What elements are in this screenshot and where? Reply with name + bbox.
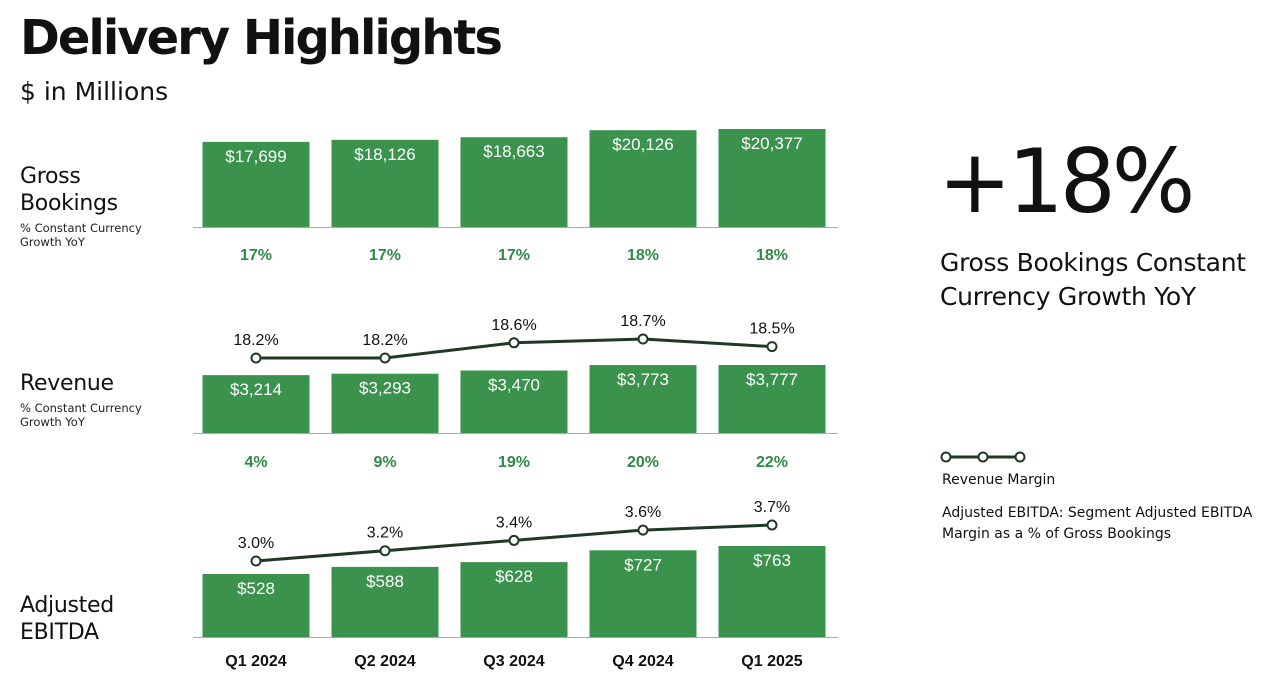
ebitda-margin-point	[379, 545, 391, 557]
ebitda-bar-value-label: $588	[366, 572, 404, 591]
ebitda-bar	[718, 546, 826, 637]
revenue-bar	[589, 365, 697, 433]
ebitda-bar	[331, 566, 439, 637]
gross-bookings-growth-label: 18%	[756, 247, 788, 264]
revenue-bar-value-label: $3,470	[488, 376, 540, 395]
revenue-margin-label: 18.2%	[362, 332, 407, 349]
legend-label: Revenue Margin	[942, 472, 1056, 488]
gross-bookings-bar	[718, 129, 826, 227]
ebitda-bar-value-label: $528	[237, 579, 275, 598]
gross-bookings-bar-value-label: $20,377	[741, 134, 802, 153]
revenue-margin-label: 18.7%	[620, 313, 665, 330]
revenue-growth-label: 19%	[498, 454, 530, 471]
revenue-name-line1: Revenue	[20, 371, 114, 396]
ebitda-name-line1: Adjusted	[20, 593, 114, 618]
revenue-bar	[718, 365, 826, 433]
ebitda-margin-label: 3.0%	[238, 535, 274, 552]
ebitda-bar	[589, 550, 697, 637]
revenue-margin-legend-swatch	[940, 451, 1026, 463]
gross-bookings-growth-caption: Gross Bookings Constant Currency Growth …	[940, 248, 1246, 311]
ebitda-margin-label: 3.6%	[625, 504, 661, 521]
revenue-margin-point	[766, 341, 778, 353]
gross-bookings-name-line2: Bookings	[20, 191, 118, 216]
gross-bookings-growth-label: 17%	[369, 247, 401, 264]
revenue-growth-label: 20%	[627, 454, 659, 471]
ebitda-margin-point	[250, 555, 262, 567]
ebitda-name-line2: EBITDA	[20, 620, 99, 645]
ebitda-bar	[202, 574, 310, 637]
ebitda-row-label: Adjusted EBITDA	[20, 592, 114, 646]
ebitda-margin-point	[508, 534, 520, 546]
revenue-sub-line2: Growth YoY	[20, 415, 85, 429]
revenue-bar	[202, 375, 310, 433]
revenue-sub-line1: % Constant Currency	[20, 401, 142, 415]
page-subtitle: $ in Millions	[20, 77, 169, 106]
x-axis-tick-label: Q4 2024	[612, 653, 673, 670]
revenue-bar	[331, 373, 439, 433]
x-axis-tick-label: Q2 2024	[354, 653, 415, 670]
ebitda-bar-value-label: $763	[753, 551, 791, 570]
x-axis-tick-label: Q1 2025	[741, 653, 802, 670]
revenue-bar-value-label: $3,773	[617, 370, 669, 389]
ebitda-bar	[460, 562, 568, 637]
gross-bookings-bar-value-label: $17,699	[225, 147, 286, 166]
gross-bookings-growth-label: 17%	[240, 247, 272, 264]
revenue-margin-point	[637, 333, 649, 345]
ebitda-bar-value-label: $727	[624, 555, 662, 574]
gross-bookings-growth-label: 17%	[498, 247, 530, 264]
legend-dot	[1014, 451, 1026, 463]
ebitda-footnote: Adjusted EBITDA: Segment Adjusted EBITDA…	[942, 505, 1253, 542]
gross-bookings-bar-value-label: $20,126	[612, 135, 673, 154]
ebitda-margin-label: 3.4%	[496, 514, 532, 531]
legend-dot	[940, 451, 952, 463]
x-axis-tick-label: Q1 2024	[225, 653, 286, 670]
revenue-growth-label: 22%	[756, 454, 788, 471]
revenue-margin-point	[250, 352, 262, 364]
revenue-growth-label: 4%	[244, 454, 267, 471]
gross-bookings-bar	[331, 139, 439, 227]
x-axis-tick-label: Q3 2024	[483, 653, 544, 670]
gross-bookings-row-label: Gross Bookings % Constant Currency Growt…	[20, 163, 142, 249]
ebitda-margin-point	[637, 524, 649, 536]
gross-bookings-bar-value-label: $18,663	[483, 142, 544, 161]
gross-bookings-bar	[589, 130, 697, 227]
gross-bookings-name-line1: Gross	[20, 164, 81, 189]
revenue-row-label: Revenue % Constant Currency Growth YoY	[20, 370, 142, 429]
revenue-bar	[460, 370, 568, 433]
ebitda-margin-point	[766, 519, 778, 531]
revenue-bar-value-label: $3,777	[746, 370, 798, 389]
revenue-margin-label: 18.2%	[233, 332, 278, 349]
ebitda-margin-label: 3.2%	[367, 525, 403, 542]
gross-bookings-bar	[202, 141, 310, 227]
legend-dot	[977, 451, 989, 463]
revenue-margin-label: 18.6%	[491, 317, 536, 334]
revenue-bar-value-label: $3,293	[359, 379, 411, 398]
revenue-margin-label: 18.5%	[749, 321, 794, 338]
gross-bookings-sub-line1: % Constant Currency	[20, 221, 142, 235]
page-title: Delivery Highlights	[20, 10, 503, 66]
delivery-highlights-chart: $17,699 $18,126 $18,663 $20,126 $20,377 17% 17…	[193, 129, 838, 670]
ebitda-bar-value-label: $628	[495, 567, 533, 586]
gross-bookings-bar-value-label: $18,126	[354, 145, 415, 164]
revenue-margin-point	[508, 337, 520, 349]
gross-bookings-growth-label: 18%	[627, 247, 659, 264]
revenue-bar-value-label: $3,214	[230, 380, 282, 399]
revenue-growth-label: 9%	[373, 454, 396, 471]
revenue-margin-point	[379, 352, 391, 364]
ebitda-margin-label: 3.7%	[754, 499, 790, 516]
gross-bookings-bar	[460, 137, 568, 227]
gross-bookings-sub-line2: Growth YoY	[20, 235, 85, 249]
gross-bookings-growth-highlight: +18%	[938, 130, 1195, 233]
